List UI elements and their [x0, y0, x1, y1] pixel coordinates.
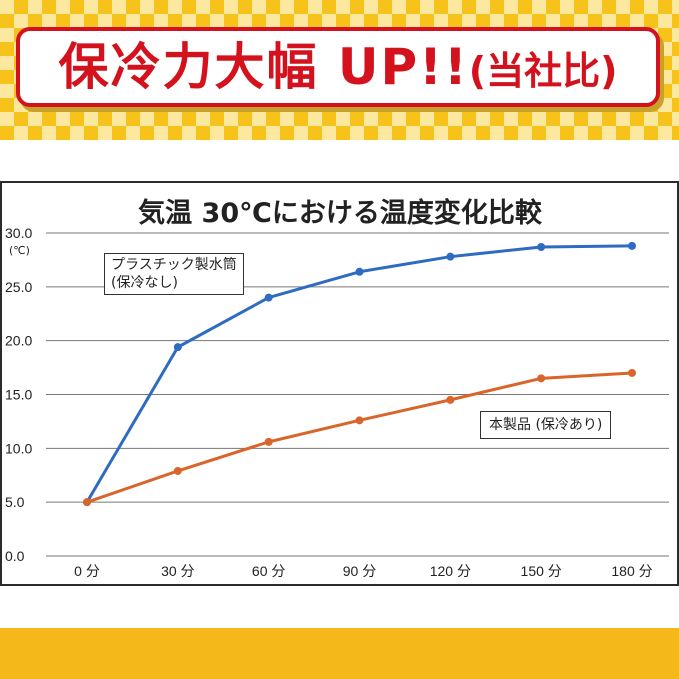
- banner-subtitle: (当社比): [468, 49, 618, 93]
- legend-product-note: (保冷あり): [535, 417, 603, 433]
- y-tick-labels: 30.0 25.0 20.0 15.0 10.0 5.0 0.0: [5, 225, 32, 564]
- data-point: [173, 466, 182, 475]
- y-tick-label: 15.0: [5, 387, 32, 403]
- data-point: [628, 368, 636, 377]
- promo-banner: 保冷力大幅 UP!!(当社比): [16, 27, 660, 107]
- y-tick-label: 30.0: [5, 225, 32, 241]
- x-tick-label: 0 分: [74, 563, 100, 579]
- x-tick-label: 30 分: [161, 563, 194, 579]
- y-tick-label: 0.0: [5, 548, 25, 564]
- data-point: [537, 242, 546, 251]
- bottom-yellow-band: [0, 628, 679, 679]
- data-point: [173, 343, 182, 352]
- x-tick-label: 120 分: [430, 563, 471, 579]
- legend-plastic-name: プラスチック製水筒: [111, 257, 237, 273]
- chart-panel: 気温 30℃における温度変化比較 30.0 25.0 20.0 15.0 10.0 5.0…: [0, 181, 679, 586]
- x-tick-label: 90 分: [343, 563, 376, 579]
- line-chart: 気温 30℃における温度変化比較 30.0 25.0 20.0 15.0 10.0 5.0…: [5, 197, 669, 579]
- data-point: [537, 374, 546, 383]
- banner-title: 保冷力大幅 UP!!: [58, 38, 469, 96]
- y-axis-unit: (℃): [9, 244, 30, 257]
- chart-title: 気温 30℃における温度変化比較: [138, 197, 543, 229]
- data-point: [264, 437, 273, 446]
- data-point: [446, 252, 455, 261]
- data-point: [264, 293, 273, 302]
- x-tick-label: 150 分: [521, 563, 562, 579]
- series-lines: [83, 241, 636, 507]
- legend-this-product: 本製品 (保冷あり): [480, 411, 612, 439]
- legend-plastic-note: (保冷なし): [111, 275, 178, 291]
- y-tick-label: 5.0: [5, 494, 25, 510]
- y-tick-label: 20.0: [5, 333, 32, 349]
- legend-product-name: 本製品: [489, 417, 531, 433]
- y-tick-label: 25.0: [5, 279, 32, 295]
- legend-plastic-bottle: プラスチック製水筒 (保冷なし): [104, 253, 244, 295]
- data-point: [355, 416, 364, 425]
- data-point: [83, 498, 91, 507]
- y-tick-label: 10.0: [5, 440, 32, 456]
- banner-headline: 保冷力大幅 UP!!(当社比): [58, 42, 617, 92]
- x-tick-label: 60 分: [252, 563, 285, 579]
- grid-lines: [46, 232, 669, 557]
- x-tick-labels: 0 分 30 分 60 分 90 分 120 分 150 分 180 分: [74, 563, 652, 579]
- data-point: [628, 241, 636, 250]
- data-point: [355, 267, 364, 276]
- x-tick-label: 180 分: [611, 563, 652, 579]
- data-point: [446, 395, 455, 404]
